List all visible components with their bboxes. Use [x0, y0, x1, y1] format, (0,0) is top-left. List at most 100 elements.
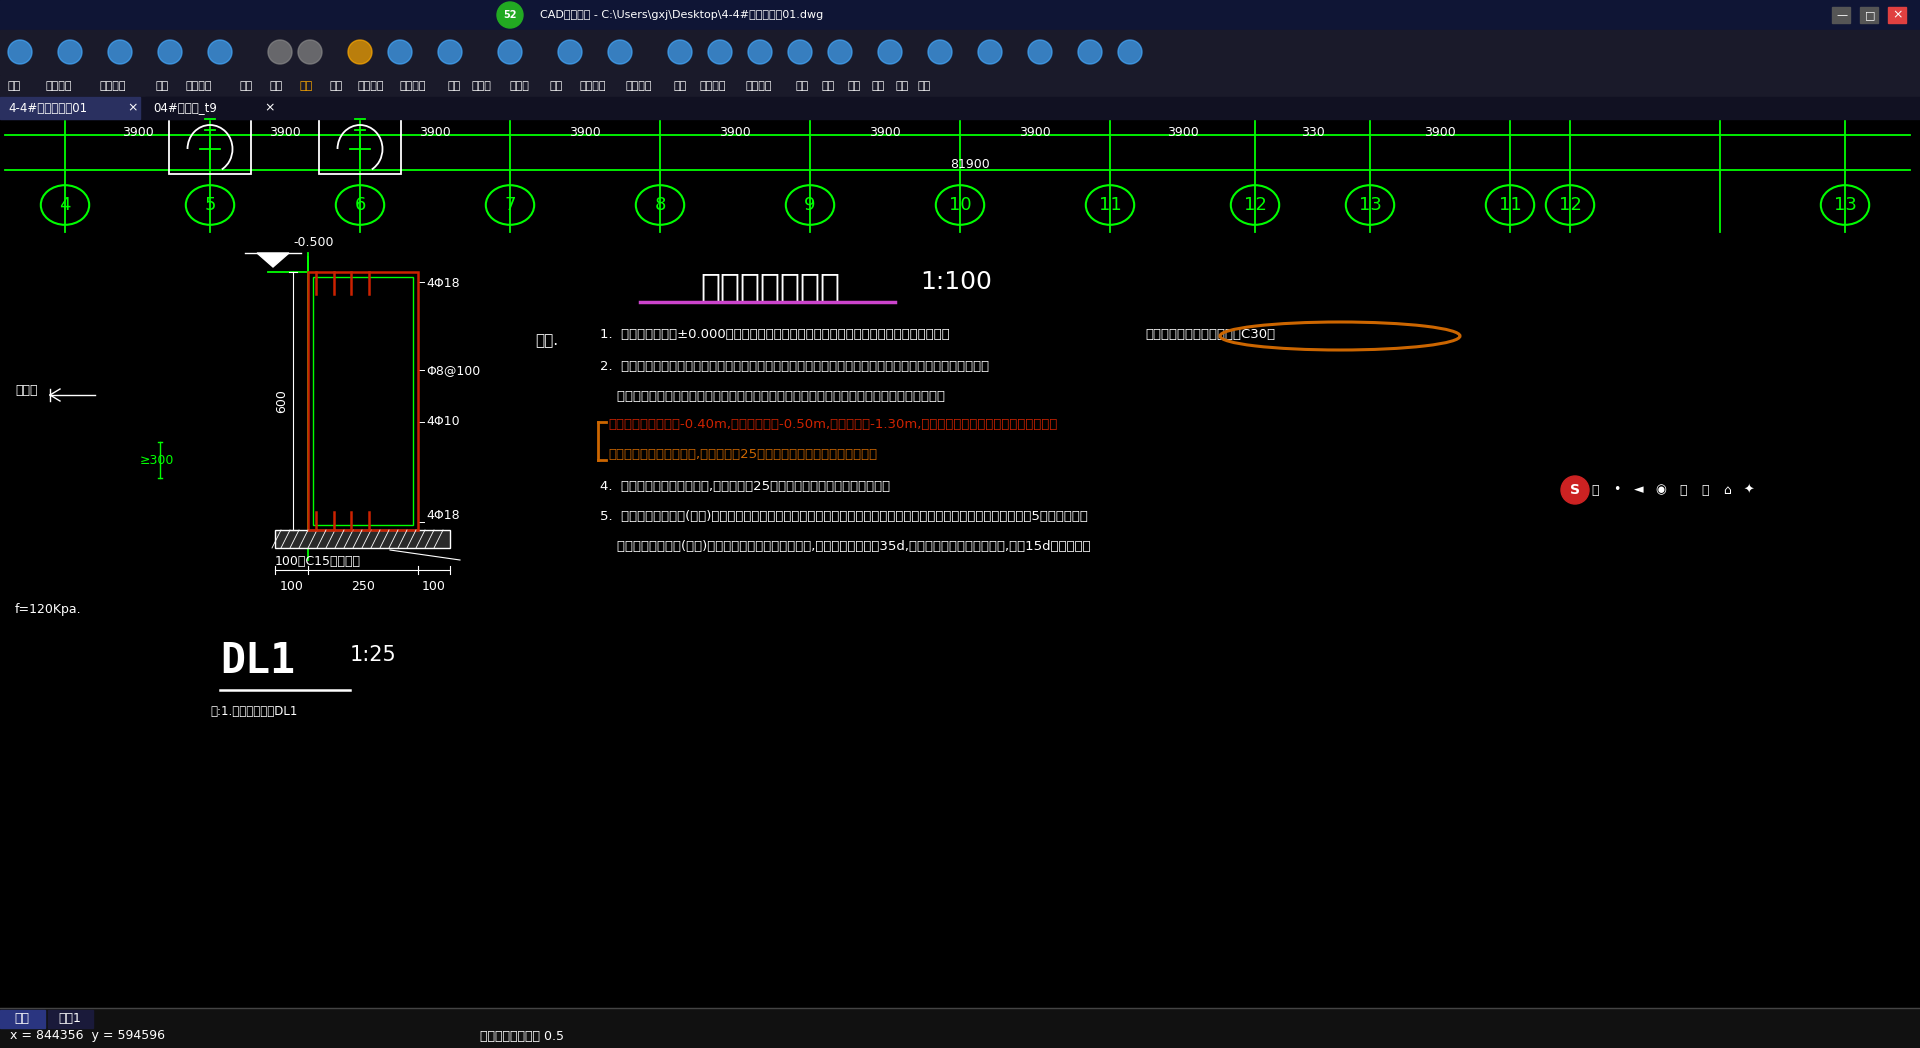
Text: 4Φ18: 4Φ18 — [426, 277, 459, 290]
Text: ⌂: ⌂ — [1722, 483, 1732, 497]
Text: ×: × — [1893, 8, 1903, 22]
Text: 1.  本工程设计标高±0.000相当于黄海高程的绝对高程详见总图，承台定位以平面图为准。: 1. 本工程设计标高±0.000相当于黄海高程的绝对高程详见总图，承台定位以平面… — [599, 328, 950, 341]
Text: 4.  承台钢筋宜采用通长钢筋,直径不小于25的钢筋需连接时应采用机械连接。: 4. 承台钢筋宜采用通长钢筋,直径不小于25的钢筋需连接时应采用机械连接。 — [599, 480, 891, 493]
Text: 客服: 客服 — [849, 81, 862, 91]
Text: 模型: 模型 — [15, 1012, 29, 1026]
Bar — [169, 119, 252, 174]
Text: x = 844356  y = 594596: x = 844356 y = 594596 — [10, 1029, 165, 1043]
Text: 面标高: 面标高 — [15, 384, 38, 396]
Text: 快看云盘: 快看云盘 — [100, 81, 127, 91]
Circle shape — [927, 40, 952, 64]
Circle shape — [8, 40, 33, 64]
Circle shape — [207, 40, 232, 64]
Bar — [146, 97, 275, 119]
Text: 3900: 3900 — [269, 126, 301, 138]
Circle shape — [1561, 476, 1590, 504]
Circle shape — [497, 2, 522, 28]
Text: 3900: 3900 — [720, 126, 751, 138]
Text: ×: × — [265, 102, 275, 114]
Circle shape — [609, 40, 632, 64]
Bar — [0, 97, 1920, 119]
Text: 当承台上层钢筋网(面筋)与地下室底板面筋未能连接时,底板面筋锚入承台35d,当板筋位于承台面筋之上时,其中15d向下弯折。: 当承台上层钢筋网(面筋)与地下室底板面筋未能连接时,底板面筋锚入承台35d,当板… — [599, 540, 1091, 553]
Text: 恢复: 恢复 — [271, 81, 284, 91]
Text: 11: 11 — [1500, 196, 1521, 214]
Text: 会员: 会员 — [300, 81, 313, 91]
Text: 5.  当承台上层钢筋网(面筋)未注明配筋疏密与地下室底板面筋相同时，可按底板面筋垃通配置。此时承台和底板面筋的5次间下等距。: 5. 当承台上层钢筋网(面筋)未注明配筋疏密与地下室底板面筋相同时，可按底板面筋… — [599, 510, 1089, 523]
Text: CAD快速看图 - C:\Users\gxj\Desktop\4-4#宿舍楼结施01.dwg: CAD快速看图 - C:\Users\gxj\Desktop\4-4#宿舍楼结施… — [540, 10, 824, 20]
Text: 4Φ10: 4Φ10 — [426, 415, 459, 429]
Text: 模型中的标注比例 0.5: 模型中的标注比例 0.5 — [480, 1029, 564, 1043]
Text: 基础平面布置图: 基础平面布置图 — [701, 270, 841, 303]
Text: 4: 4 — [60, 196, 71, 214]
Circle shape — [787, 40, 812, 64]
Text: 6: 6 — [355, 196, 365, 214]
Bar — [0, 97, 140, 119]
Circle shape — [1117, 40, 1142, 64]
Text: 打印: 打印 — [797, 81, 808, 91]
Text: 3900: 3900 — [121, 126, 154, 138]
Text: 删除: 删除 — [549, 81, 563, 91]
Text: 3900: 3900 — [568, 126, 601, 138]
Circle shape — [497, 40, 522, 64]
Text: 4-4#宿舍楼结施01: 4-4#宿舍楼结施01 — [8, 102, 86, 114]
Text: 04#宿舍楼_t9: 04#宿舍楼_t9 — [154, 102, 217, 114]
Text: 11: 11 — [1098, 196, 1121, 214]
Text: 10: 10 — [948, 196, 972, 214]
Text: 关于: 关于 — [897, 81, 910, 91]
Text: 3900: 3900 — [870, 126, 900, 138]
Bar — [0, 30, 1920, 75]
Text: 风格: 风格 — [872, 81, 885, 91]
Text: 7: 7 — [505, 196, 516, 214]
Text: 隐藏标注: 隐藏标注 — [580, 81, 607, 91]
Text: 文字宣传: 文字宣传 — [701, 81, 726, 91]
Text: 账号: 账号 — [822, 81, 835, 91]
Text: 屏幕缩转: 屏幕缩转 — [745, 81, 772, 91]
Text: ×: × — [129, 102, 138, 114]
Circle shape — [438, 40, 463, 64]
Text: 🔊: 🔊 — [1680, 483, 1688, 497]
Circle shape — [668, 40, 691, 64]
Text: S: S — [1571, 483, 1580, 497]
Circle shape — [348, 40, 372, 64]
Text: 1:25: 1:25 — [349, 645, 397, 665]
Polygon shape — [257, 253, 290, 267]
Circle shape — [388, 40, 413, 64]
Text: 资料: 资料 — [918, 81, 931, 91]
Text: 撤销: 撤销 — [240, 81, 253, 91]
Text: •: • — [1613, 483, 1620, 497]
Bar — [0, 0, 1920, 30]
Circle shape — [877, 40, 902, 64]
Text: 4Φ18: 4Φ18 — [426, 509, 459, 522]
Text: f=120Kpa.: f=120Kpa. — [15, 604, 83, 616]
Text: 9: 9 — [804, 196, 816, 214]
Text: 说明.: 说明. — [536, 333, 559, 348]
Bar — [1832, 7, 1851, 23]
Text: 最近打开: 最近打开 — [44, 81, 71, 91]
Text: 12: 12 — [1559, 196, 1582, 214]
Text: 3900: 3900 — [1020, 126, 1050, 138]
Text: Φ8@100: Φ8@100 — [426, 364, 480, 376]
Bar — [1887, 7, 1907, 23]
Circle shape — [58, 40, 83, 64]
Circle shape — [708, 40, 732, 64]
Text: ◉: ◉ — [1655, 483, 1667, 497]
Text: ✦: ✦ — [1743, 483, 1755, 497]
Text: 81900: 81900 — [950, 158, 991, 172]
Circle shape — [559, 40, 582, 64]
Text: 13: 13 — [1834, 196, 1857, 214]
Text: -0.500: -0.500 — [294, 236, 334, 249]
Text: 2.  本工程基础根据核工业衡阳第二地质勘察院提供的《零宁市第二中学新校区项目岩土工程详细勘察报告》: 2. 本工程基础根据核工业衡阳第二地质勘察院提供的《零宁市第二中学新校区项目岩土… — [599, 361, 989, 373]
Text: □: □ — [1864, 10, 1876, 20]
Text: 文字: 文字 — [447, 81, 461, 91]
Text: 打开: 打开 — [8, 81, 21, 91]
Text: 1:100: 1:100 — [920, 270, 993, 294]
Bar — [0, 119, 1920, 1025]
Bar — [0, 75, 1920, 97]
Text: 3900: 3900 — [419, 126, 451, 138]
Text: 测量: 测量 — [330, 81, 344, 91]
Circle shape — [1027, 40, 1052, 64]
Bar — [307, 272, 419, 530]
Text: 比例: 比例 — [674, 81, 685, 91]
Text: 窗口: 窗口 — [156, 81, 169, 91]
Text: 承台钢筋宜采用通长钢筋,直径不小于25的钢筋需连接时应采用机械连接。: 承台钢筋宜采用通长钢筋,直径不小于25的钢筋需连接时应采用机械连接。 — [609, 447, 877, 461]
